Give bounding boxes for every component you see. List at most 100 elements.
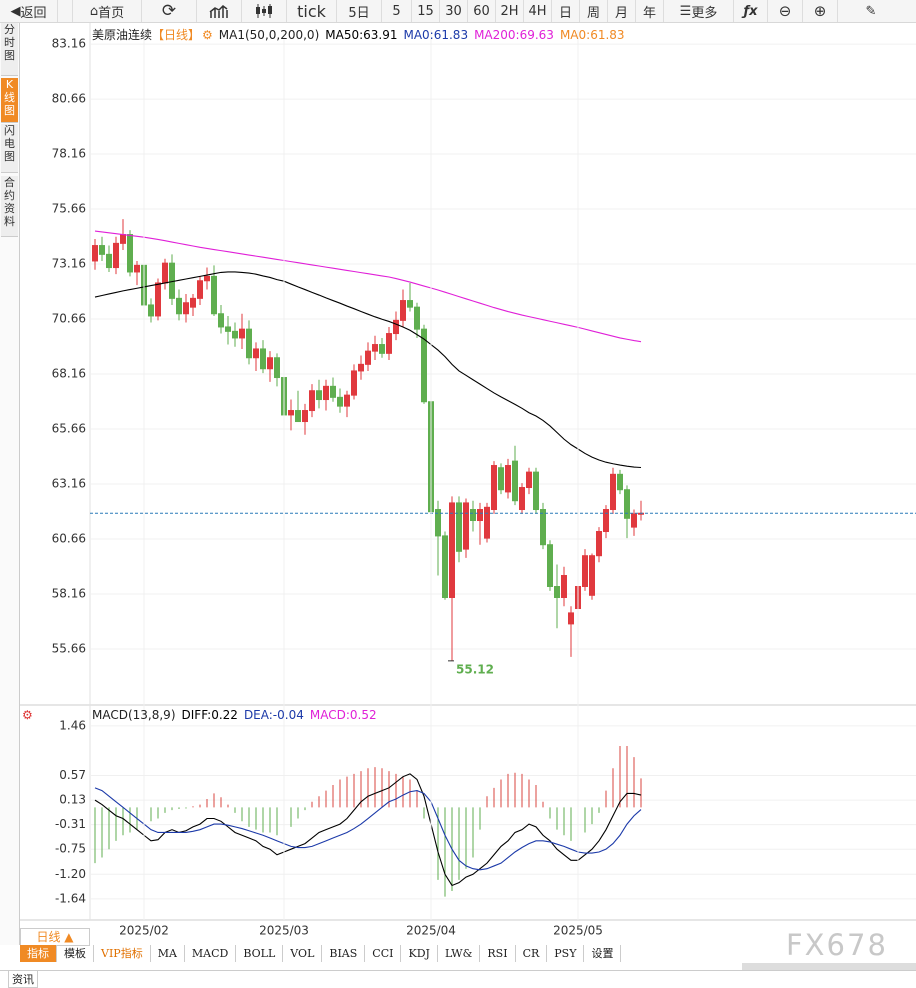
legend-item: MA0:61.83 (559, 27, 625, 42)
candle-body (309, 390, 315, 412)
settings-icon[interactable]: ⚙ (202, 27, 213, 42)
more-button[interactable]: ☰ 更多 (664, 0, 734, 22)
indicator-tab[interactable]: MACD (185, 945, 237, 962)
icon (209, 5, 228, 18)
candle-body (316, 390, 322, 401)
legend-item: DEA:-0.04 (243, 708, 304, 722)
candle-body (407, 300, 413, 308)
period: 【日线】 (152, 28, 201, 42)
legend-item: MA0:61.83 (403, 27, 469, 42)
candle-body (358, 363, 364, 372)
period-button[interactable]: 15 (412, 0, 440, 22)
indicator-line (94, 271, 642, 469)
indicator-name: MA1(50,0,200,0) (218, 27, 320, 42)
legend-item: MACD:0.52 (309, 708, 377, 722)
draw-button[interactable]: ✎ (865, 3, 877, 19)
back-button[interactable]: ◀ 返回 (0, 0, 58, 22)
period-button[interactable]: 周 (580, 0, 608, 22)
indicator-tab[interactable]: VOL (283, 945, 323, 962)
y-tick-label: 65.66 (52, 422, 86, 436)
side-tabs: 分时图 K线图 闪电图 合约资料 (0, 23, 20, 945)
candle-body (323, 385, 329, 401)
indicator-tab[interactable]: LW& (438, 945, 481, 962)
x-tick-label: 2025/04 (406, 924, 456, 938)
candle-button[interactable] (242, 0, 287, 22)
side-tab[interactable]: K线图 (1, 78, 18, 123)
candle-body (225, 326, 231, 332)
period-switch[interactable]: 日线 ▲ (20, 928, 90, 946)
candle-body (533, 471, 539, 511)
x-tick-label: 2025/05 (553, 924, 603, 938)
candle-body (421, 328, 427, 403)
period-button[interactable]: 2H (496, 0, 524, 22)
y-tick-label: 80.66 (52, 92, 86, 106)
y-tick-label: 68.16 (52, 367, 86, 381)
indicator-tab[interactable]: CR (516, 945, 548, 962)
legend-item: DIFF:0.22 (181, 708, 238, 722)
candle-body (505, 465, 511, 493)
refresh-button[interactable]: ⟳ (142, 0, 197, 22)
period-button[interactable]: 月 (608, 0, 636, 22)
period-button[interactable]: 年 (636, 0, 664, 22)
candle-body (379, 344, 385, 354)
footer-bar: 资讯 (0, 970, 916, 988)
indicator-tab[interactable]: MA (151, 945, 185, 962)
candle-body (218, 313, 224, 328)
period-button[interactable]: 4H (524, 0, 552, 22)
side-tab[interactable]: 合约资料 (1, 176, 18, 237)
formula-button[interactable]: ƒx (734, 0, 768, 22)
indicator-line (94, 230, 642, 343)
y-tick-label: -0.75 (55, 842, 86, 856)
y-tick-label: 0.13 (59, 793, 86, 807)
zoom-in-button[interactable]: ⊕ (803, 0, 838, 22)
candle-body (449, 502, 455, 598)
candle-body (239, 328, 245, 339)
candle-body (302, 410, 308, 423)
indicator-tab[interactable]: 设置 (584, 945, 622, 962)
indicator-tab[interactable]: KDJ (401, 945, 438, 962)
period-button[interactable]: 5 (382, 0, 412, 22)
side-tab[interactable]: 分时图 (1, 23, 18, 76)
candle-body (106, 253, 112, 269)
candle-body (400, 300, 406, 321)
y-tick-label: 63.16 (52, 476, 86, 490)
side-tab[interactable]: 闪电图 (1, 124, 18, 173)
candle-body (232, 330, 238, 339)
indicator-tab[interactable]: 指标 (20, 945, 57, 962)
indicator-tab[interactable]: 模板 (57, 945, 94, 962)
candle-body (183, 302, 189, 315)
candle-body (211, 275, 217, 315)
indicator-icon[interactable]: ⚙ (22, 708, 33, 722)
scrollbar[interactable] (742, 963, 916, 970)
candle-body (512, 460, 518, 502)
indicator-tab[interactable]: CCI (365, 945, 402, 962)
candle-body (582, 555, 588, 588)
period-button[interactable]: 60 (468, 0, 496, 22)
indicator-tab[interactable]: BOLL (236, 945, 284, 962)
indicator-tab[interactable]: RSI (480, 945, 516, 962)
candle-body (484, 506, 490, 539)
period-button[interactable]: 日 (552, 0, 580, 22)
y-tick-label: 1.46 (59, 718, 86, 732)
period-button[interactable]: 5日 (337, 0, 382, 22)
candle-body (295, 410, 301, 423)
candle-body (246, 328, 252, 359)
indicator-tab[interactable]: BIAS (322, 945, 366, 962)
period-button[interactable]: 30 (440, 0, 468, 22)
candle-body (589, 555, 595, 596)
zoom-out-button[interactable]: ⊖ (768, 0, 803, 22)
candle-body (456, 502, 462, 552)
candle-body (365, 350, 371, 365)
period-button[interactable]: tick (287, 0, 337, 22)
toolbar: ◀ 返回 ⌂ 首页 ⟳ tick 5日 5 15 30 60 2H 4H 日 周 月… (0, 0, 916, 23)
candle-body (120, 234, 126, 244)
indicator-tab[interactable]: PSY (547, 945, 585, 962)
home-button[interactable]: ⌂ 首页 (72, 0, 142, 22)
candle-body (344, 394, 350, 407)
indicator-tab[interactable]: VIP指标 (94, 945, 151, 962)
chart-type-button[interactable] (197, 0, 242, 22)
candle-body (155, 282, 161, 317)
candle-body (554, 586, 560, 598)
footer-tab[interactable]: 资讯 (8, 971, 38, 988)
